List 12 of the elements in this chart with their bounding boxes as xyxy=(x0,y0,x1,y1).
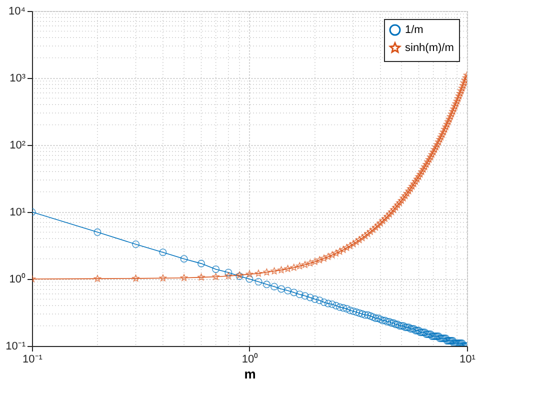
y-tick-label: 10² xyxy=(10,140,26,152)
x-tick-label: 10⁰ xyxy=(242,352,258,366)
y-tick-label: 10¹ xyxy=(10,206,26,218)
y-tick-label: 10³ xyxy=(10,72,26,84)
y-tick-label: 10⁴ xyxy=(8,6,26,18)
y-tick-label: 10⁻¹ xyxy=(6,340,26,352)
y-tick-label: 10⁰ xyxy=(9,272,26,286)
x-axis-title: m xyxy=(244,366,256,382)
legend-label: sinh(m)/m xyxy=(405,42,454,54)
x-tick-label: 10¹ xyxy=(460,354,476,366)
legend-label: 1/m xyxy=(405,24,424,36)
x-tick-label: 10⁻¹ xyxy=(22,354,43,366)
